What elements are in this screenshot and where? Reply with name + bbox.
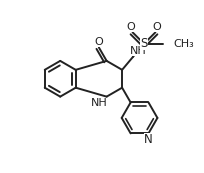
Text: NH: NH bbox=[91, 98, 107, 108]
Text: O: O bbox=[127, 22, 135, 32]
Text: CH₃: CH₃ bbox=[173, 39, 194, 49]
Text: NH: NH bbox=[130, 46, 147, 56]
Text: S: S bbox=[140, 37, 148, 50]
Text: O: O bbox=[94, 37, 103, 47]
Text: N: N bbox=[144, 133, 153, 146]
Text: O: O bbox=[153, 22, 161, 32]
